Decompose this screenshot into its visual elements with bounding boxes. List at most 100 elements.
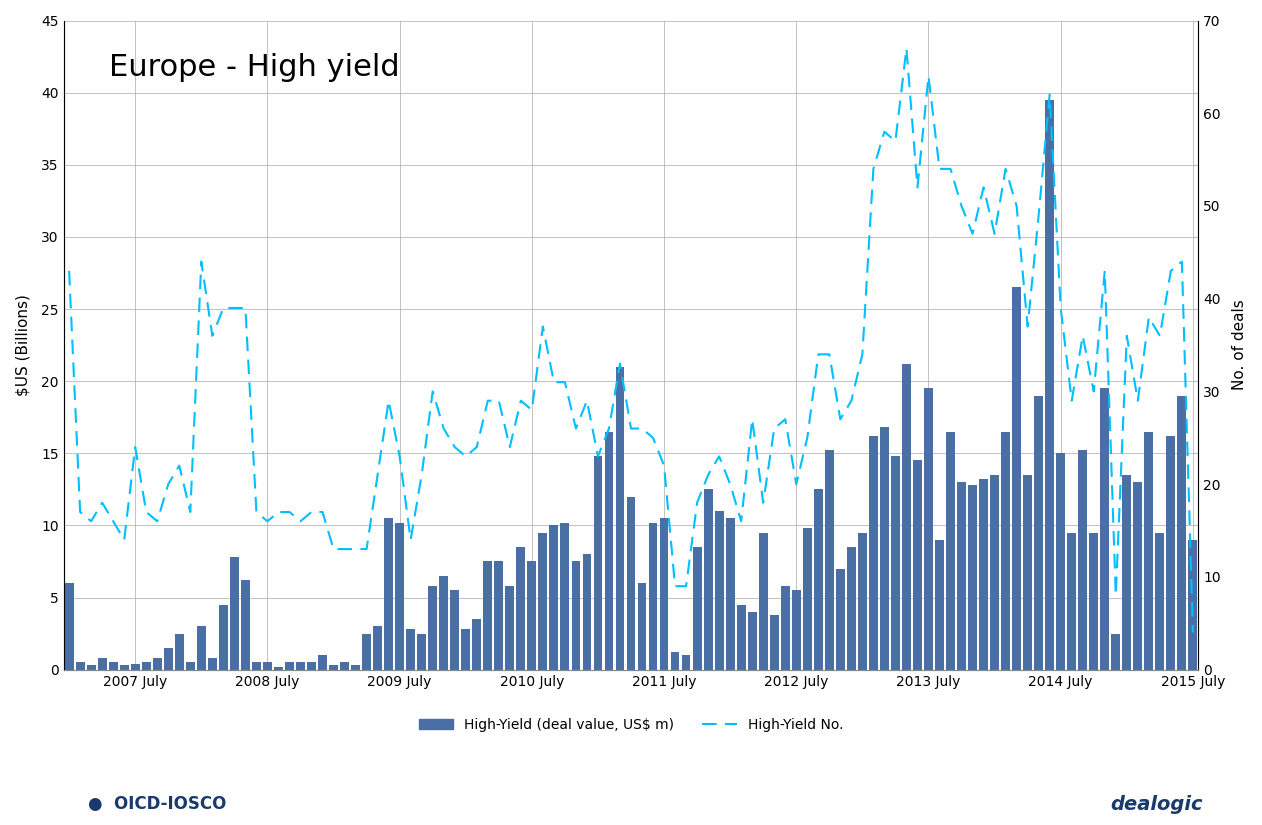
Bar (208, 658, 217, 670)
Bar (451, 591, 459, 670)
Bar (791, 591, 800, 670)
Bar (1023, 475, 1032, 670)
Bar (770, 615, 779, 670)
Bar (175, 634, 184, 670)
Bar (1068, 533, 1076, 670)
Bar (627, 497, 635, 670)
Bar (528, 562, 536, 670)
Bar (218, 605, 227, 670)
Bar (109, 662, 117, 670)
Bar (814, 489, 823, 670)
Bar (362, 634, 371, 670)
Bar (660, 518, 669, 670)
Bar (847, 547, 856, 670)
Bar (395, 522, 404, 670)
Bar (483, 562, 492, 670)
Bar (141, 662, 150, 670)
Bar (1056, 453, 1065, 670)
Bar (1122, 475, 1131, 670)
Bar (230, 557, 239, 670)
Bar (1089, 533, 1098, 670)
Bar (153, 658, 162, 670)
Bar (803, 528, 811, 670)
Bar (318, 655, 327, 670)
Bar (341, 662, 350, 670)
Text: Europe - High yield: Europe - High yield (109, 53, 400, 82)
Bar (880, 427, 888, 670)
Bar (539, 533, 548, 670)
Bar (714, 511, 723, 670)
Bar (726, 518, 734, 670)
Bar (1156, 533, 1165, 670)
Bar (428, 586, 437, 670)
Bar (758, 533, 767, 670)
Bar (1100, 389, 1109, 670)
Bar (681, 655, 690, 670)
Bar (131, 664, 140, 670)
Bar (781, 586, 790, 670)
Bar (616, 366, 625, 670)
Bar (297, 662, 305, 670)
Bar (1012, 287, 1021, 670)
Bar (252, 662, 261, 670)
Bar (902, 364, 911, 670)
Bar (979, 479, 988, 670)
Text: dealogic: dealogic (1111, 794, 1203, 814)
Bar (1189, 540, 1198, 670)
Bar (164, 648, 173, 670)
Bar (957, 482, 965, 670)
Bar (637, 583, 646, 670)
Bar (968, 485, 977, 670)
Bar (991, 475, 1000, 670)
Bar (505, 586, 514, 670)
Bar (870, 436, 878, 670)
Bar (64, 583, 73, 670)
Bar (549, 526, 558, 670)
Bar (737, 605, 746, 670)
Bar (472, 619, 481, 670)
Y-axis label: $US (Billions): $US (Billions) (15, 295, 30, 396)
Bar (704, 489, 713, 670)
Bar (924, 389, 933, 670)
Bar (274, 667, 283, 670)
Bar (495, 562, 504, 670)
Bar (1001, 431, 1010, 670)
Bar (593, 456, 602, 670)
Bar (891, 456, 900, 670)
Bar (835, 568, 844, 670)
Bar (935, 540, 944, 670)
Bar (825, 450, 834, 670)
Bar (1045, 100, 1054, 670)
Bar (351, 665, 360, 670)
Bar (87, 665, 96, 670)
Bar (516, 547, 525, 670)
Bar (1145, 431, 1153, 670)
Bar (241, 580, 250, 670)
Bar (307, 662, 316, 670)
Bar (1166, 436, 1175, 670)
Bar (560, 522, 569, 670)
Bar (197, 626, 206, 670)
Y-axis label: No. of deals: No. of deals (1232, 299, 1247, 390)
Bar (1035, 395, 1044, 670)
Bar (1177, 395, 1186, 670)
Bar (384, 518, 392, 670)
Bar (572, 562, 581, 670)
Bar (1133, 482, 1142, 670)
Bar (858, 533, 867, 670)
Bar (604, 431, 613, 670)
Bar (583, 554, 592, 670)
Bar (406, 629, 415, 670)
Bar (649, 522, 658, 670)
Bar (76, 662, 85, 670)
Bar (462, 629, 471, 670)
Bar (374, 626, 382, 670)
Legend: High-Yield (deal value, US$ m), High-Yield No.: High-Yield (deal value, US$ m), High-Yie… (413, 712, 849, 738)
Bar (262, 662, 271, 670)
Bar (120, 665, 129, 670)
Bar (97, 658, 106, 670)
Bar (285, 662, 294, 670)
Bar (329, 665, 338, 670)
Bar (439, 576, 448, 670)
Bar (912, 460, 921, 670)
